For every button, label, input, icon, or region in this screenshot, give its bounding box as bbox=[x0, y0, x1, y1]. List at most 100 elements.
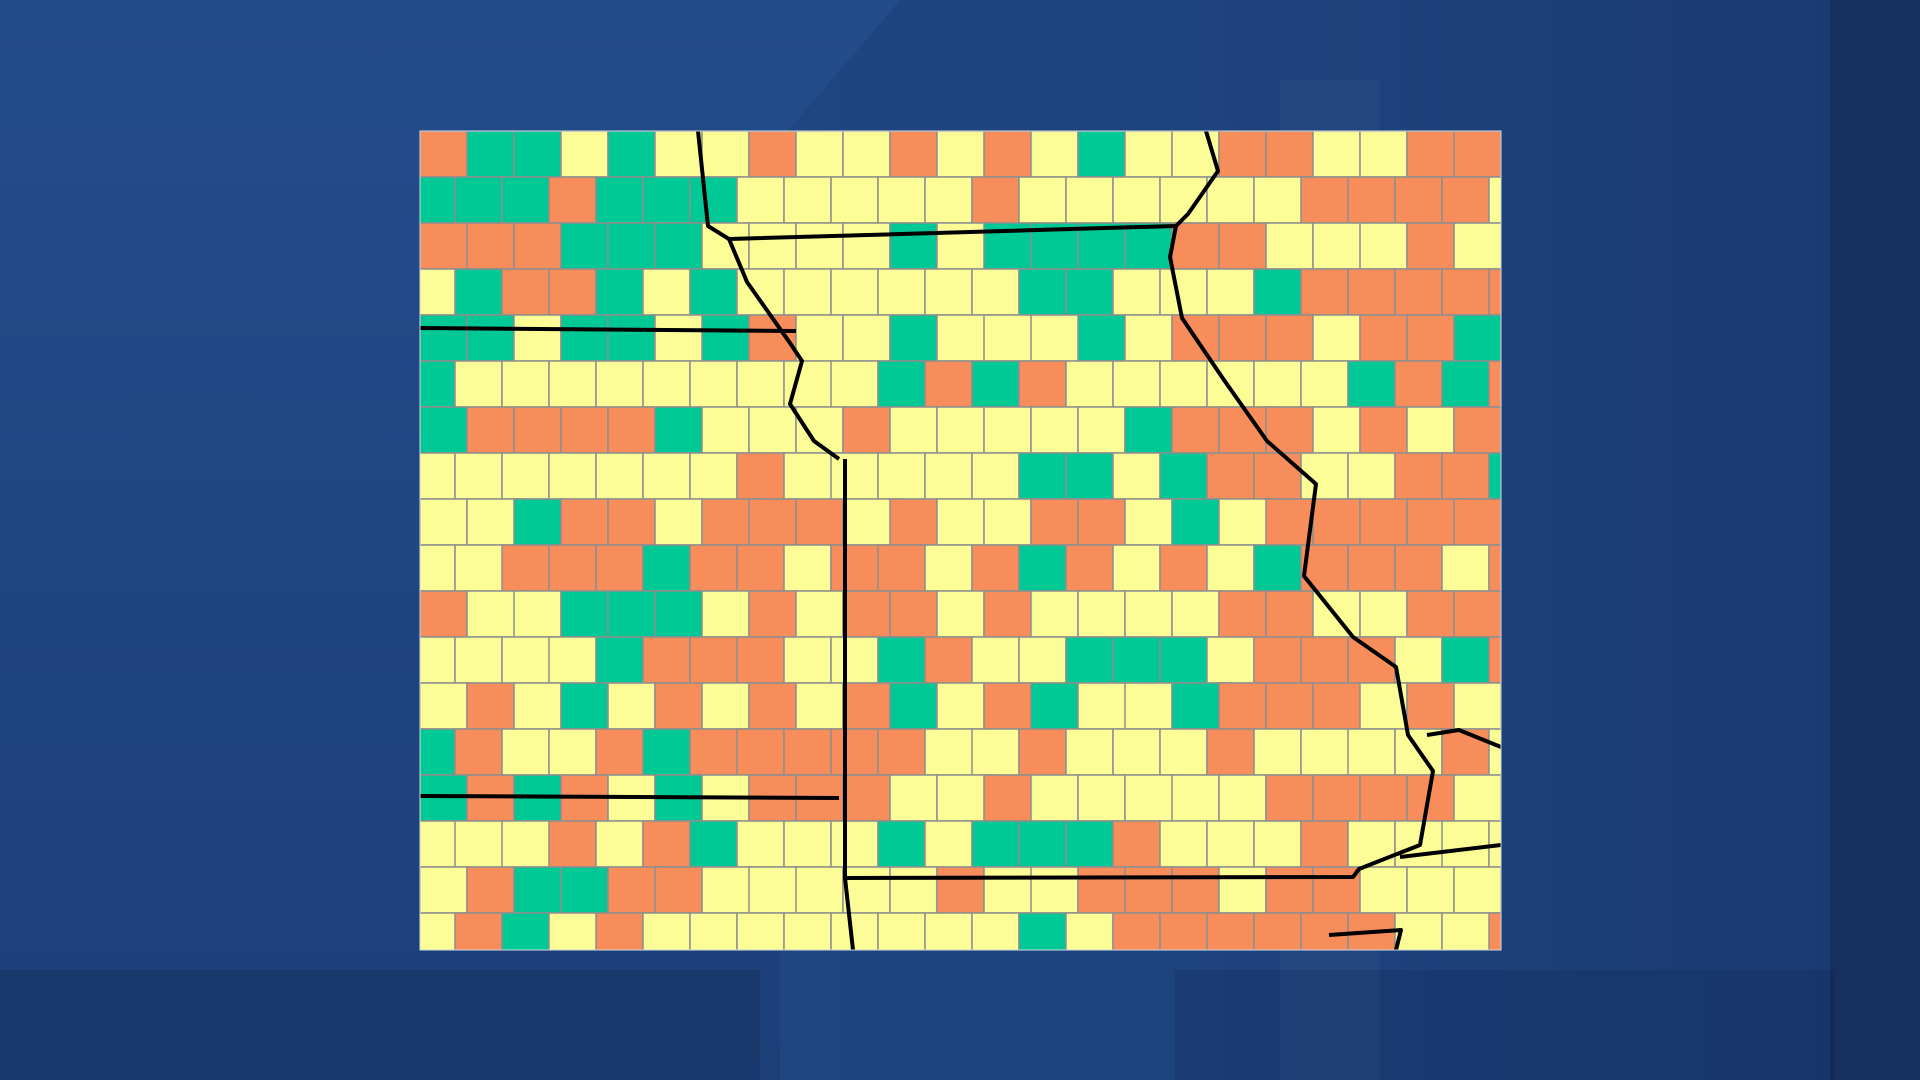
county bbox=[736, 820, 785, 868]
county bbox=[889, 131, 938, 178]
county bbox=[1265, 866, 1314, 914]
county bbox=[983, 406, 1032, 454]
county bbox=[877, 176, 926, 224]
state-border bbox=[727, 238, 841, 461]
county bbox=[971, 544, 1020, 592]
county bbox=[877, 268, 926, 316]
county bbox=[1453, 866, 1501, 914]
county bbox=[1218, 590, 1267, 638]
county bbox=[830, 728, 879, 776]
county bbox=[595, 360, 644, 408]
county bbox=[783, 544, 832, 592]
state-border bbox=[1328, 928, 1403, 950]
county bbox=[454, 176, 503, 224]
county bbox=[936, 590, 985, 638]
county bbox=[936, 498, 985, 546]
county bbox=[1171, 774, 1220, 822]
county bbox=[830, 820, 879, 868]
county bbox=[1112, 452, 1161, 500]
county bbox=[889, 682, 938, 730]
county bbox=[1312, 774, 1361, 822]
state-borders bbox=[420, 131, 1501, 950]
county bbox=[736, 360, 785, 408]
county bbox=[1265, 314, 1314, 362]
county bbox=[1347, 544, 1396, 592]
county bbox=[1312, 131, 1361, 178]
state-border bbox=[420, 794, 840, 800]
county bbox=[1347, 912, 1396, 950]
county bbox=[420, 314, 468, 362]
county bbox=[1300, 820, 1349, 868]
county bbox=[1159, 820, 1208, 868]
county bbox=[1030, 682, 1079, 730]
county bbox=[466, 866, 515, 914]
map-frame bbox=[419, 130, 1502, 951]
county bbox=[1394, 452, 1443, 500]
county bbox=[560, 498, 609, 546]
state-border bbox=[1399, 843, 1501, 859]
county bbox=[1077, 314, 1126, 362]
county bbox=[701, 590, 750, 638]
state-border bbox=[1426, 728, 1501, 749]
state-border bbox=[1174, 131, 1220, 228]
county bbox=[1265, 590, 1314, 638]
county bbox=[1359, 131, 1408, 178]
county bbox=[642, 636, 691, 684]
county bbox=[420, 590, 468, 638]
county bbox=[877, 544, 926, 592]
county bbox=[924, 912, 973, 950]
county bbox=[1159, 544, 1208, 592]
county bbox=[1453, 590, 1501, 638]
county bbox=[889, 314, 938, 362]
county bbox=[607, 131, 656, 178]
county bbox=[1218, 314, 1267, 362]
county bbox=[1077, 498, 1126, 546]
county bbox=[971, 912, 1020, 950]
county bbox=[1124, 866, 1173, 914]
county bbox=[1206, 452, 1255, 500]
county bbox=[1300, 360, 1349, 408]
county bbox=[971, 452, 1020, 500]
county bbox=[1065, 268, 1114, 316]
county bbox=[1159, 360, 1208, 408]
county bbox=[983, 590, 1032, 638]
county bbox=[420, 176, 456, 224]
county bbox=[1206, 636, 1255, 684]
county bbox=[748, 131, 797, 178]
county bbox=[795, 131, 844, 178]
county bbox=[1065, 544, 1114, 592]
county bbox=[701, 406, 750, 454]
county bbox=[701, 314, 750, 362]
county bbox=[748, 590, 797, 638]
county bbox=[1206, 820, 1255, 868]
county bbox=[420, 544, 456, 592]
county bbox=[1265, 498, 1314, 546]
county bbox=[830, 912, 879, 950]
county bbox=[548, 544, 597, 592]
county bbox=[1488, 636, 1501, 684]
county bbox=[795, 222, 844, 270]
county bbox=[783, 912, 832, 950]
county bbox=[1112, 912, 1161, 950]
county bbox=[595, 820, 644, 868]
county bbox=[736, 544, 785, 592]
county bbox=[1265, 682, 1314, 730]
county bbox=[1065, 728, 1114, 776]
county bbox=[1453, 131, 1501, 178]
county bbox=[1124, 590, 1173, 638]
county bbox=[1030, 774, 1079, 822]
county bbox=[1206, 268, 1255, 316]
county bbox=[830, 452, 879, 500]
county bbox=[971, 820, 1020, 868]
county bbox=[1112, 176, 1161, 224]
county bbox=[607, 498, 656, 546]
county bbox=[1077, 406, 1126, 454]
county bbox=[466, 222, 515, 270]
county bbox=[1124, 222, 1173, 270]
county bbox=[1453, 314, 1501, 362]
county bbox=[701, 682, 750, 730]
county bbox=[420, 452, 456, 500]
county bbox=[842, 222, 891, 270]
county bbox=[748, 406, 797, 454]
